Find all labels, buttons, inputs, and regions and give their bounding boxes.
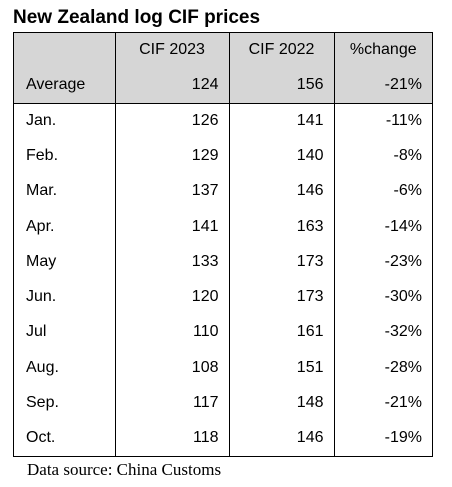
header-cell-change: %change xyxy=(334,33,432,67)
row-cif-2023: 118 xyxy=(115,420,230,456)
data-source-note: Data source: China Customs xyxy=(27,460,222,479)
table-body: Average 124 156 -21% Jan. 126 141 -11% Feb. 1… xyxy=(14,67,432,456)
row-label: Jun. xyxy=(14,279,116,315)
row-cif-2023: 110 xyxy=(115,314,230,351)
row-change: -32% xyxy=(384,323,422,341)
row-change: -21% xyxy=(384,394,422,412)
average-cif-2023: 124 xyxy=(115,67,230,104)
row-change: -8% xyxy=(393,146,422,164)
row-cif-2023: 120 xyxy=(115,279,230,315)
table-title: New Zealand log CIF prices xyxy=(13,7,261,28)
row-label: Sep. xyxy=(14,385,116,421)
row-cif-2023: 133 xyxy=(115,244,230,280)
row-label: Jan. xyxy=(14,103,116,139)
table-row: Mar. 137 146 -6% xyxy=(14,173,432,209)
row-label: Aug. xyxy=(14,350,116,386)
row-change: -28% xyxy=(384,358,422,376)
header-cell-cif-2022: CIF 2022 xyxy=(229,33,335,67)
average-label: Average xyxy=(14,67,116,104)
row-cif-2023: 108 xyxy=(115,350,230,386)
row-label: Oct. xyxy=(14,420,116,456)
row-cif-2022: 163 xyxy=(229,208,335,245)
row-label: Apr. xyxy=(14,208,116,245)
row-cif-2022: 141 xyxy=(229,103,335,139)
row-cif-2022: 151 xyxy=(229,350,335,386)
table-row: Feb. 129 140 -8% xyxy=(14,138,432,174)
row-cif-2022: 173 xyxy=(229,244,335,280)
row-label: Mar. xyxy=(14,173,116,209)
price-table-grid: CIF 2023 CIF 2022 %change Average 124 15… xyxy=(14,33,432,456)
row-change: -6% xyxy=(393,182,422,200)
row-label: Jul xyxy=(14,314,116,351)
row-cif-2022: 140 xyxy=(229,138,335,174)
row-cif-2023: 126 xyxy=(115,103,230,139)
row-cif-2022: 146 xyxy=(229,173,335,209)
header-row: CIF 2023 CIF 2022 %change xyxy=(14,33,432,67)
row-cif-2023: 117 xyxy=(115,385,230,421)
row-change: -19% xyxy=(384,429,422,447)
row-change: -14% xyxy=(384,217,422,235)
table-row: Jan. 126 141 -11% xyxy=(14,103,432,139)
price-table: CIF 2023 CIF 2022 %change Average 124 15… xyxy=(13,32,433,457)
average-row: Average 124 156 -21% xyxy=(14,67,432,104)
row-cif-2023: 129 xyxy=(115,138,230,174)
table-row: Oct. 118 146 -19% xyxy=(14,420,432,456)
row-cif-2022: 146 xyxy=(229,420,335,456)
table-row: Apr. 141 163 -14% xyxy=(14,208,432,245)
row-change: -23% xyxy=(384,252,422,270)
table-row: Aug. 108 151 -28% xyxy=(14,350,432,386)
header-cell-cif-2023: CIF 2023 xyxy=(115,33,230,67)
table-row: May 133 173 -23% xyxy=(14,244,432,280)
row-change: -11% xyxy=(385,111,422,129)
average-cif-2022: 156 xyxy=(229,67,335,104)
row-change: -30% xyxy=(384,288,422,306)
table-row: Jul 110 161 -32% xyxy=(14,314,432,351)
row-cif-2023: 141 xyxy=(115,208,230,245)
row-cif-2023: 137 xyxy=(115,173,230,209)
header-cell-label xyxy=(14,33,116,67)
row-label: Feb. xyxy=(14,138,116,174)
table-row: Jun. 120 173 -30% xyxy=(14,279,432,315)
row-cif-2022: 173 xyxy=(229,279,335,315)
row-cif-2022: 148 xyxy=(229,385,335,421)
row-label: May xyxy=(14,244,116,280)
row-cif-2022: 161 xyxy=(229,314,335,351)
table-row: Sep. 117 148 -21% xyxy=(14,385,432,421)
average-change: -21% xyxy=(334,67,432,104)
